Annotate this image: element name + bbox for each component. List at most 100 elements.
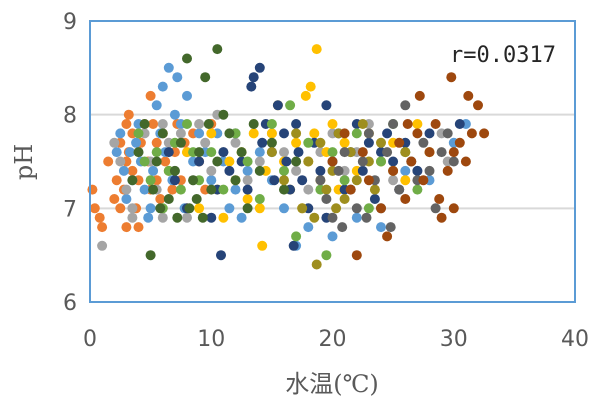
data-point [376, 156, 386, 167]
data-point [212, 44, 223, 55]
data-point [436, 212, 447, 223]
data-point [155, 203, 166, 214]
data-point [430, 119, 441, 129]
data-point [163, 194, 174, 204]
data-point [400, 175, 411, 186]
data-point [303, 222, 314, 233]
data-point [376, 222, 386, 233]
x-tick-labels: 0 10 20 30 40 [83, 327, 589, 352]
data-point [315, 137, 326, 148]
data-point [194, 128, 205, 139]
data-point [388, 165, 399, 176]
data-point [385, 222, 396, 233]
data-point [297, 203, 308, 214]
data-point [169, 165, 180, 176]
y-tick-label: 7 [63, 197, 77, 222]
data-point [206, 175, 217, 186]
data-point [369, 184, 380, 195]
data-point [327, 156, 338, 167]
data-point [172, 72, 183, 83]
data-point [331, 203, 342, 214]
data-point [345, 184, 356, 195]
data-point [97, 222, 108, 233]
data-point [131, 137, 142, 148]
data-point [151, 100, 162, 111]
data-point [172, 212, 183, 223]
data-point [175, 128, 186, 139]
data-point [248, 119, 259, 129]
data-point [246, 81, 257, 92]
data-point [388, 156, 399, 167]
y-tick-label: 6 [63, 291, 77, 316]
data-point [303, 156, 314, 167]
data-point [303, 137, 314, 148]
data-point [321, 184, 332, 195]
correlation-annotation: r=0.0317 [450, 43, 556, 68]
data-point [424, 147, 435, 158]
data-point [363, 137, 374, 148]
data-point [363, 175, 374, 186]
data-point [151, 147, 162, 158]
data-point [145, 203, 156, 214]
x-tick-label: 10 [197, 327, 225, 352]
data-point [111, 147, 122, 158]
data-point [121, 194, 132, 204]
data-point [155, 194, 166, 204]
data-point [376, 137, 386, 148]
data-point [321, 250, 332, 261]
data-point [139, 119, 150, 129]
data-point [402, 119, 413, 129]
data-point [327, 231, 338, 242]
x-tick-label: 30 [440, 327, 468, 352]
data-point [248, 128, 259, 139]
data-point [206, 212, 217, 223]
data-point [133, 147, 144, 158]
data-point [254, 165, 265, 176]
data-point [279, 165, 289, 176]
data-point [279, 128, 289, 139]
data-point [206, 147, 217, 158]
data-point [203, 119, 214, 129]
data-point [212, 156, 223, 167]
data-point [242, 194, 253, 204]
data-point [125, 147, 135, 158]
data-point [369, 194, 380, 204]
data-point [254, 194, 265, 204]
data-point [103, 156, 114, 167]
data-point [127, 212, 138, 223]
data-point [337, 222, 348, 233]
data-point [281, 156, 292, 167]
data-point [169, 175, 180, 186]
data-point [148, 165, 159, 176]
data-point [406, 156, 417, 167]
data-point [242, 156, 253, 167]
data-point [175, 137, 186, 148]
data-point [127, 175, 138, 186]
data-point [145, 175, 156, 186]
data-point [279, 147, 289, 158]
y-tick-label: 8 [63, 104, 77, 129]
data-point [87, 184, 98, 195]
data-point [430, 203, 441, 214]
data-point [145, 90, 156, 101]
data-point [224, 203, 235, 214]
data-point [175, 184, 186, 195]
data-point [388, 175, 399, 186]
data-point [200, 137, 211, 148]
data-point [357, 156, 368, 167]
data-point [139, 156, 150, 167]
series-gold [182, 44, 435, 251]
data-point [311, 259, 322, 270]
data-point [400, 100, 411, 111]
data-point [382, 147, 393, 158]
data-point [412, 128, 423, 139]
data-point [327, 147, 338, 158]
data-point [242, 165, 253, 176]
data-point [315, 175, 326, 186]
data-point [279, 203, 289, 214]
data-point [224, 156, 235, 167]
data-point [424, 128, 435, 139]
data-point [157, 128, 168, 139]
data-point [163, 147, 174, 158]
data-point [376, 203, 386, 214]
